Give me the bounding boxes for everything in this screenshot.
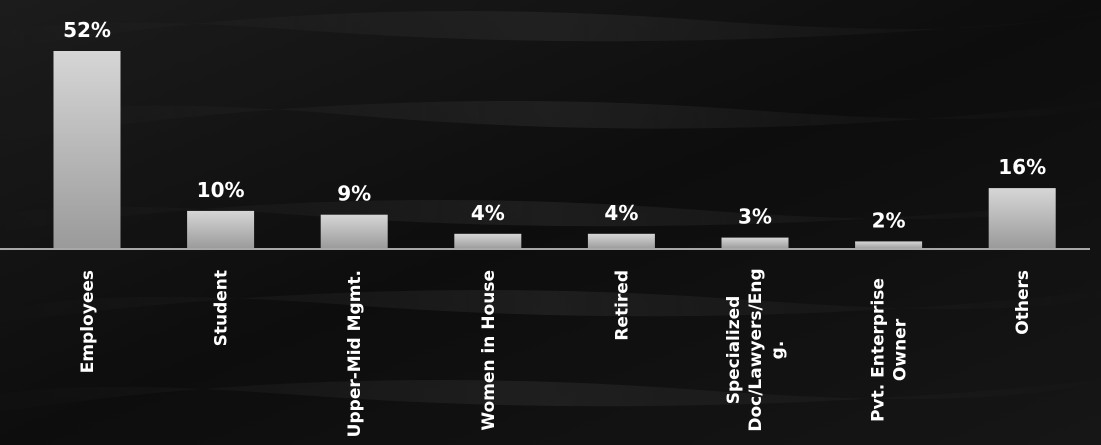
category-label-line: Women in House: [479, 270, 499, 431]
category-label-line: Doc/Lawyers/Eng: [746, 268, 766, 431]
category-labels-layer: Employees Student Upper-Mid Mgmt. Women in …: [78, 268, 1033, 437]
category-label-line: Retired: [612, 270, 632, 341]
value-label-4: 4%: [471, 201, 505, 225]
bar-7: [855, 241, 923, 249]
category-label-line: Specialized: [724, 296, 744, 405]
category-label-2: Student: [212, 270, 232, 346]
bar-1: [53, 51, 121, 249]
bars-layer: [53, 51, 1056, 249]
value-label-5: 4%: [604, 201, 638, 225]
value-label-1: 52%: [63, 18, 111, 42]
category-label-line: Student: [212, 270, 232, 346]
value-label-6: 3%: [738, 205, 772, 229]
bar-2: [187, 210, 255, 249]
category-label-line: Employees: [78, 270, 98, 373]
value-label-8: 16%: [998, 155, 1046, 179]
category-label-4: Women in House: [479, 270, 499, 431]
category-label-8: Others: [1013, 270, 1033, 335]
category-label-line: Owner: [891, 318, 911, 381]
bar-8: [988, 188, 1056, 249]
category-label-line: Pvt. Enterprise: [869, 278, 889, 422]
bar-3: [320, 214, 388, 249]
category-label-3: Upper-Mid Mgmt.: [345, 270, 365, 437]
bar-4: [454, 233, 522, 249]
value-labels-layer: 52% 10% 9% 4% 4% 3% 2% 16%: [63, 18, 1046, 232]
category-label-line: g.: [768, 341, 788, 360]
category-label-5: Retired: [612, 270, 632, 341]
category-label-line: Others: [1013, 270, 1033, 335]
category-label-line: Upper-Mid Mgmt.: [345, 270, 365, 437]
category-label-1: Employees: [78, 270, 98, 373]
value-label-3: 9%: [337, 182, 371, 206]
bar-6: [721, 237, 789, 249]
bar-5: [587, 233, 655, 249]
value-label-2: 10%: [197, 178, 245, 202]
value-label-7: 2%: [872, 208, 906, 232]
category-label-7: Pvt. Enterprise Owner: [869, 278, 911, 422]
category-label-6: Specialized Doc/Lawyers/Eng g.: [724, 268, 788, 431]
